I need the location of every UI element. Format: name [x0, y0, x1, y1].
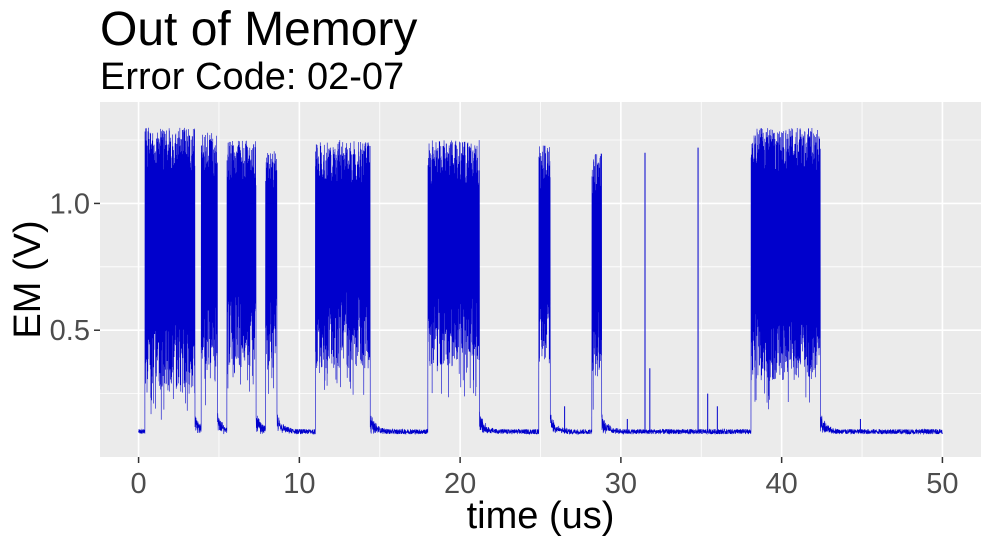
y-tick-label: 0.5 — [50, 315, 90, 347]
chart-title: Out of Memory — [100, 3, 418, 56]
y-axis: 0.5 1.0 — [50, 188, 100, 347]
y-axis-label: EM (V) — [7, 220, 49, 338]
x-tick-label: 50 — [926, 468, 958, 500]
x-axis: 0 10 20 30 40 50 — [131, 457, 959, 500]
x-tick-label: 30 — [605, 468, 637, 500]
x-axis-label: time (us) — [467, 495, 615, 537]
y-tick-label: 1.0 — [50, 188, 90, 220]
chart-subtitle: Error Code: 02-07 — [100, 56, 405, 98]
x-tick-label: 10 — [283, 468, 315, 500]
x-tick-label: 20 — [444, 468, 476, 500]
series-line — [138, 127, 943, 436]
x-tick-label: 0 — [131, 468, 147, 500]
x-tick-label: 40 — [766, 468, 798, 500]
series-group — [138, 127, 943, 436]
